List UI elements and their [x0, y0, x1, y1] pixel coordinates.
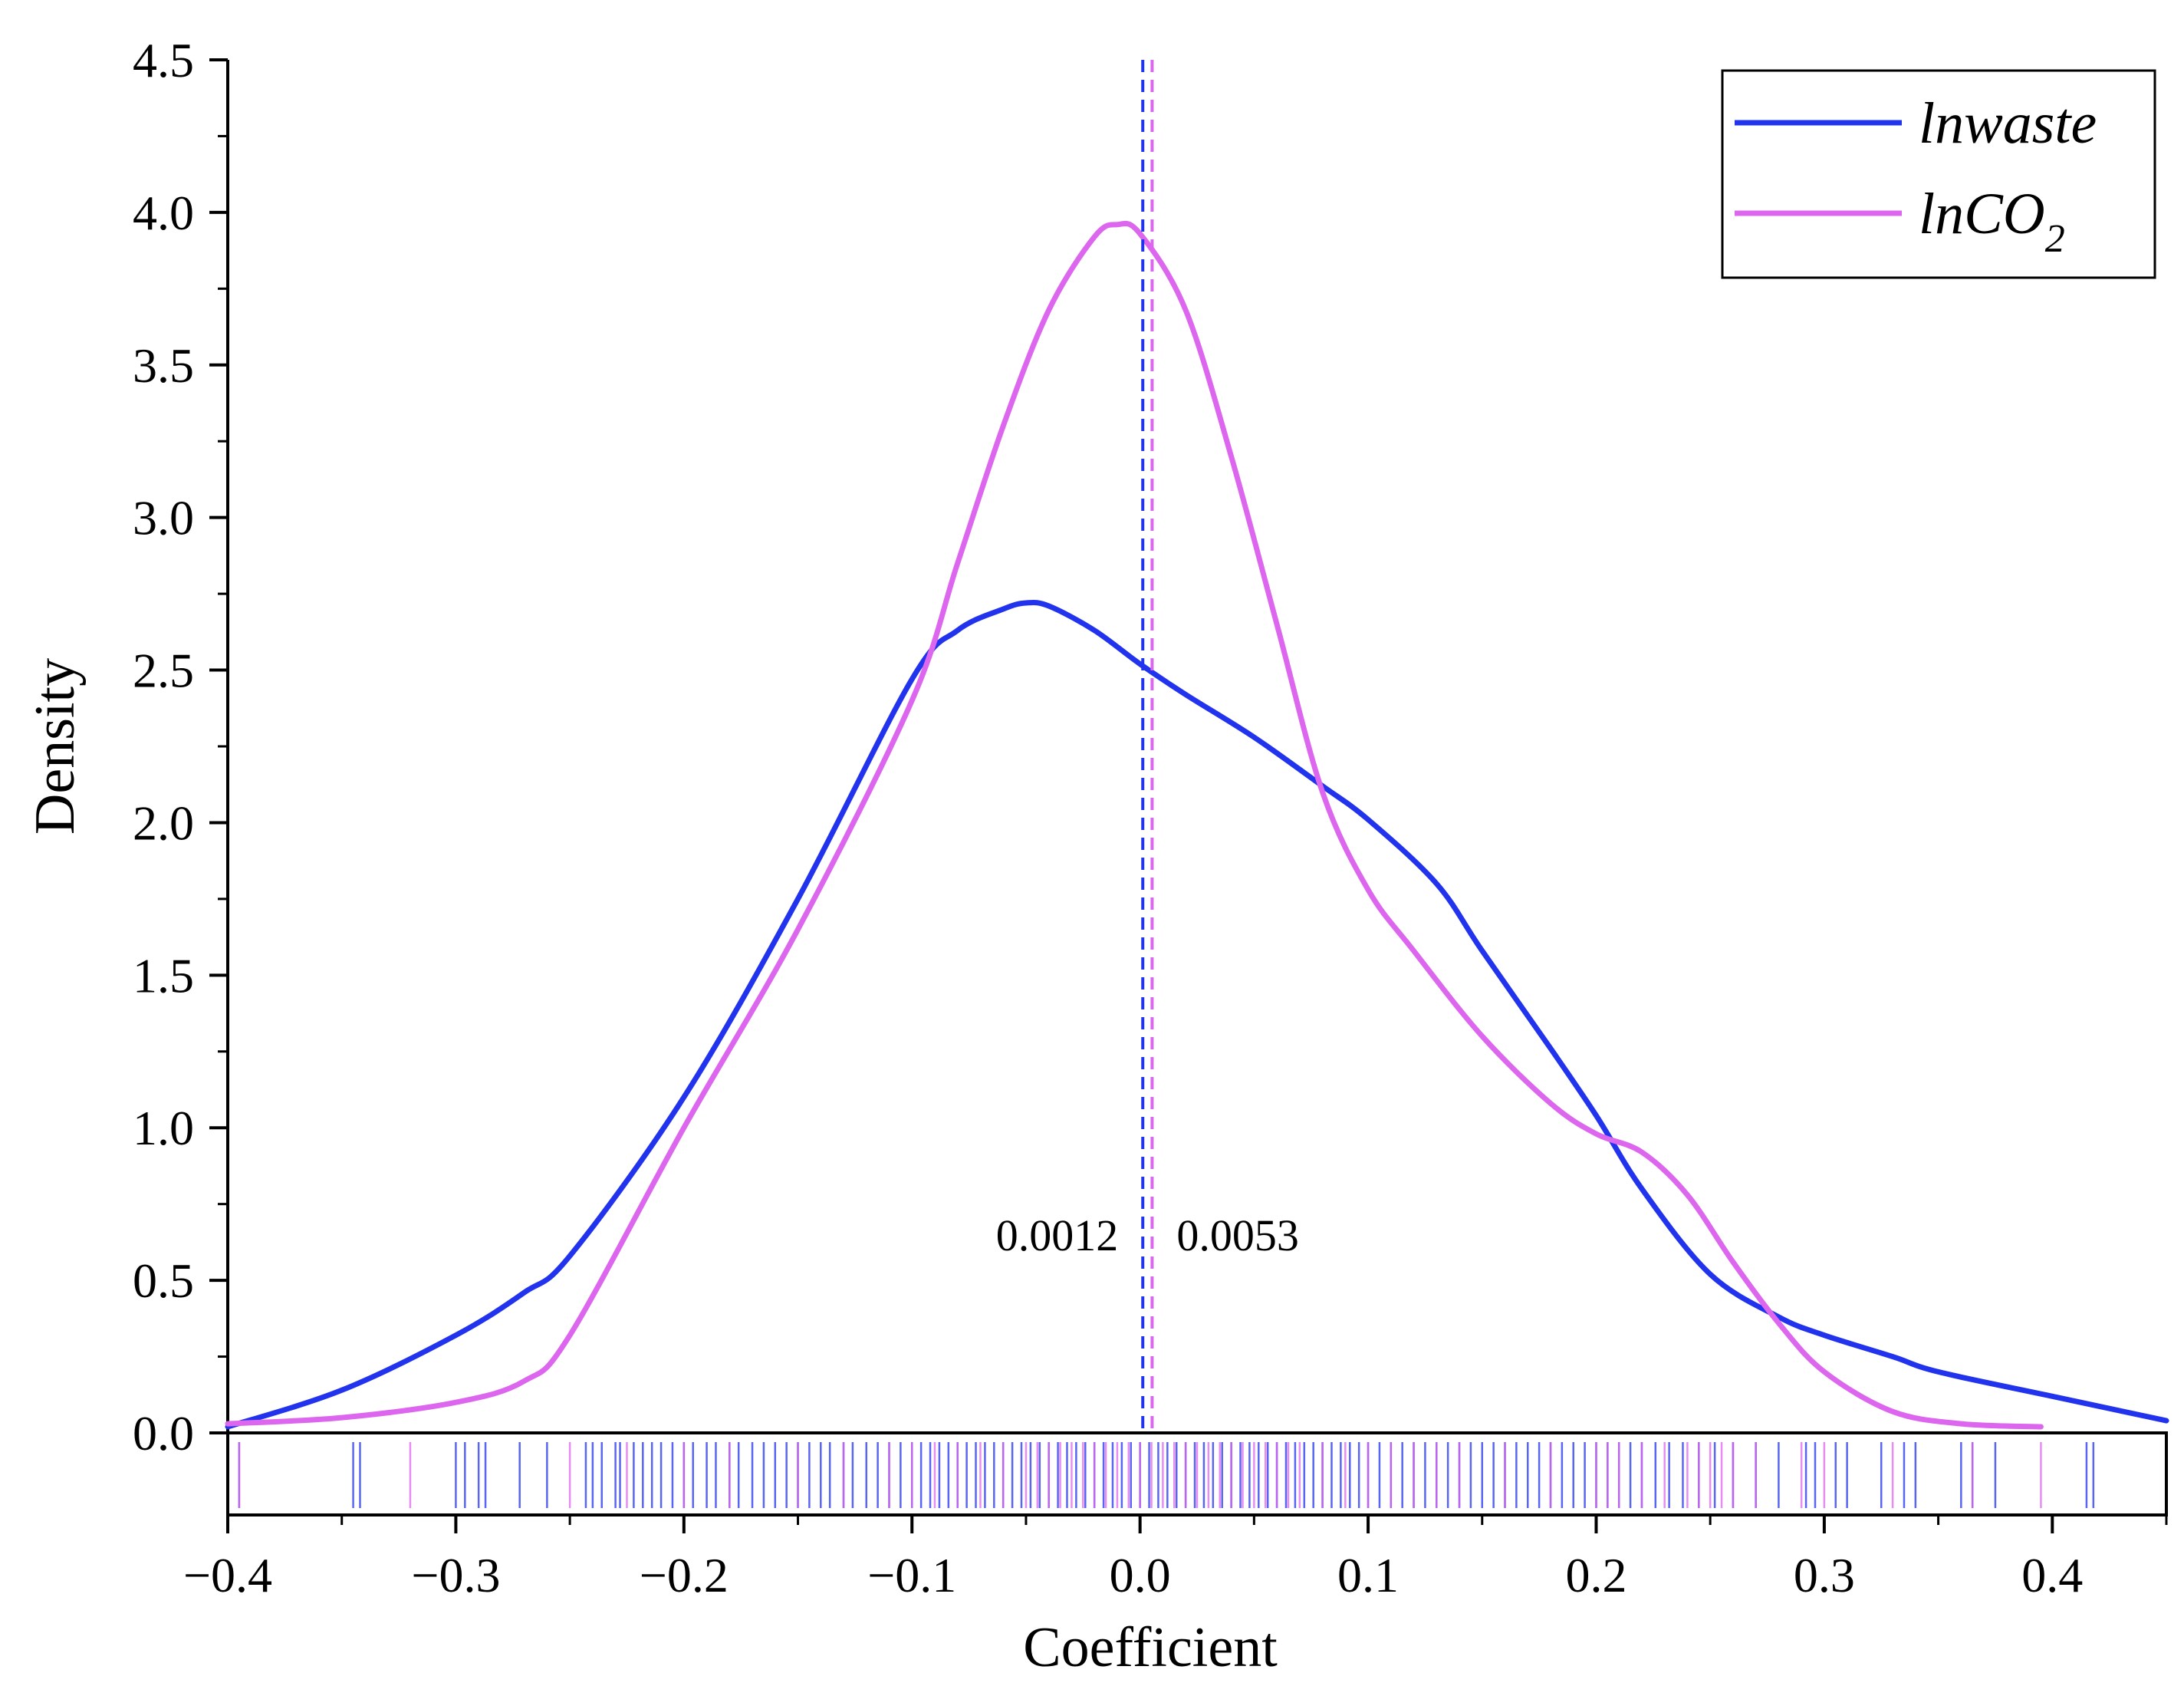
x-tick-label: 0.3	[1794, 1548, 1855, 1602]
x-tick-label: −0.2	[640, 1548, 729, 1602]
y-tick-label: 3.5	[133, 338, 194, 393]
legend-subscript: 2	[2045, 217, 2065, 261]
x-tick-label: −0.1	[867, 1548, 956, 1602]
mean-lines: 0.0012 0.0053	[996, 60, 1299, 1433]
mean-annotation-lnwaste: 0.0012	[996, 1210, 1119, 1260]
x-tick-label: 0.1	[1337, 1548, 1399, 1602]
legend-box	[1721, 69, 2156, 279]
rug-marks-lnco2	[238, 1442, 2042, 1508]
y-tick-label: 0.0	[133, 1406, 194, 1461]
x-tick-label: −0.3	[411, 1548, 500, 1602]
y-axis-ticks: 0.0 0.5 1.0 1.5 2.0 2.5 3.0 3.5 4.0 4.5	[133, 33, 228, 1461]
mean-annotation-lnco2: 0.0053	[1176, 1210, 1299, 1260]
density-curve-lnco2	[225, 220, 2044, 1430]
x-axis-ticks: −0.4 −0.3 −0.2 −0.1 0.0 0.1 0.2 0.3 0.4	[183, 1515, 2168, 1602]
x-axis-title: Coefficient	[1023, 1616, 1278, 1679]
y-tick-label: 0.5	[133, 1253, 194, 1308]
y-tick-label: 1.0	[133, 1101, 194, 1155]
x-tick-label: 0.0	[1110, 1548, 1171, 1602]
rug-panel	[226, 1431, 2168, 1517]
y-tick-label: 2.0	[133, 795, 194, 850]
y-axis-title: Density	[24, 658, 87, 835]
y-tick-label: 2.5	[133, 644, 194, 698]
legend: lnwaste lnCO2	[1721, 69, 2156, 279]
rug-marks-lnwaste	[238, 1442, 2095, 1508]
x-tick-label: 0.4	[2021, 1548, 2083, 1602]
y-tick-label: 4.5	[133, 33, 194, 87]
y-tick-label: 3.0	[133, 491, 194, 545]
legend-label-lnco2: lnCO2	[1919, 182, 2065, 261]
legend-label-lnwaste: lnwaste	[1919, 91, 2097, 156]
y-tick-label: 1.5	[133, 948, 194, 1003]
x-tick-label: −0.4	[183, 1548, 272, 1602]
density-curve-lnwaste	[225, 599, 2169, 1430]
y-tick-label: 4.0	[133, 186, 194, 240]
x-tick-label: 0.2	[1565, 1548, 1626, 1602]
rug-frame	[226, 1431, 2168, 1517]
density-curves	[225, 220, 2169, 1430]
